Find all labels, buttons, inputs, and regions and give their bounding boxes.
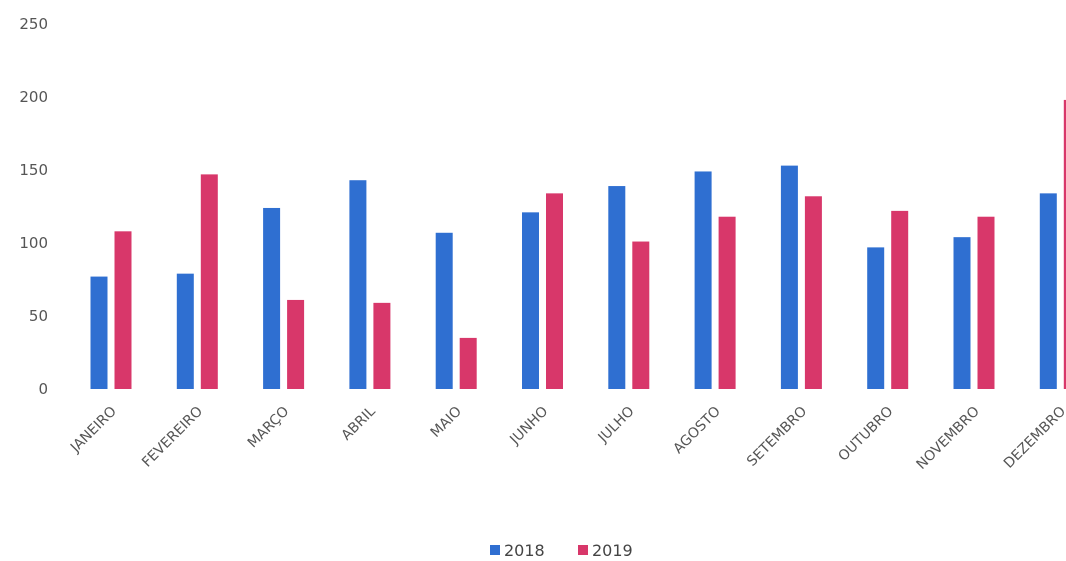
bar-2018: [953, 237, 971, 389]
bar-2018: [435, 232, 453, 389]
bar-2019: [891, 210, 909, 389]
y-tick-label: 200: [19, 88, 48, 106]
y-axis: 0 50 100 150 200 250: [19, 15, 48, 398]
y-tick-label: 100: [19, 234, 48, 252]
bar-2018: [349, 180, 367, 389]
y-tick-label: 250: [19, 15, 48, 33]
legend: 2018 2019: [490, 541, 633, 560]
bars: [90, 99, 1066, 390]
bar-2018: [867, 247, 885, 389]
legend-label: 2018: [504, 541, 545, 560]
x-category-label: FEVEREIRO: [139, 404, 206, 471]
bar-2019: [718, 216, 736, 389]
bar-2018: [176, 273, 194, 389]
bar-2019: [1063, 99, 1066, 390]
bar-2019: [632, 241, 650, 389]
bar-2019: [200, 174, 218, 389]
bar-2018: [90, 276, 108, 389]
x-axis: JANEIRO FEVEREIRO MARÇO ABRIL MAIO JUNHO JULHO…: [67, 403, 1066, 473]
bar-2019: [114, 231, 132, 389]
bar-2019: [546, 193, 563, 389]
x-category-label: ABRIL: [339, 403, 379, 443]
bar-2018: [780, 165, 798, 389]
y-tick-label: 50: [29, 307, 48, 325]
x-category-label: DEZEMBRO: [1001, 404, 1066, 472]
x-category-label: OUTUBRO: [835, 404, 896, 465]
bar-2019: [977, 216, 995, 389]
bar-2018: [608, 186, 626, 389]
bar-2018: [522, 212, 539, 389]
bar-2019: [459, 337, 477, 389]
legend-swatch: [578, 545, 588, 555]
legend-swatch: [490, 545, 500, 555]
bar-2018: [263, 207, 281, 389]
x-category-label: JULHO: [595, 404, 638, 447]
y-tick-label: 150: [19, 161, 48, 179]
bar-2019: [373, 302, 391, 389]
legend-label: 2019: [592, 541, 633, 560]
bar-2018: [694, 171, 712, 389]
bar-2018: [1039, 193, 1057, 389]
x-category-label: MARÇO: [245, 404, 293, 452]
bar-2019: [804, 196, 822, 389]
x-category-label: JANEIRO: [67, 404, 120, 457]
x-category-label: SETEMBRO: [744, 404, 810, 470]
x-category-label: JUNHO: [506, 404, 551, 449]
bar-2019: [287, 299, 305, 389]
x-category-label: AGOSTO: [670, 404, 724, 458]
x-category-label: MAIO: [428, 404, 465, 441]
y-tick-label: 0: [38, 380, 48, 398]
x-category-label: NOVEMBRO: [913, 404, 982, 473]
